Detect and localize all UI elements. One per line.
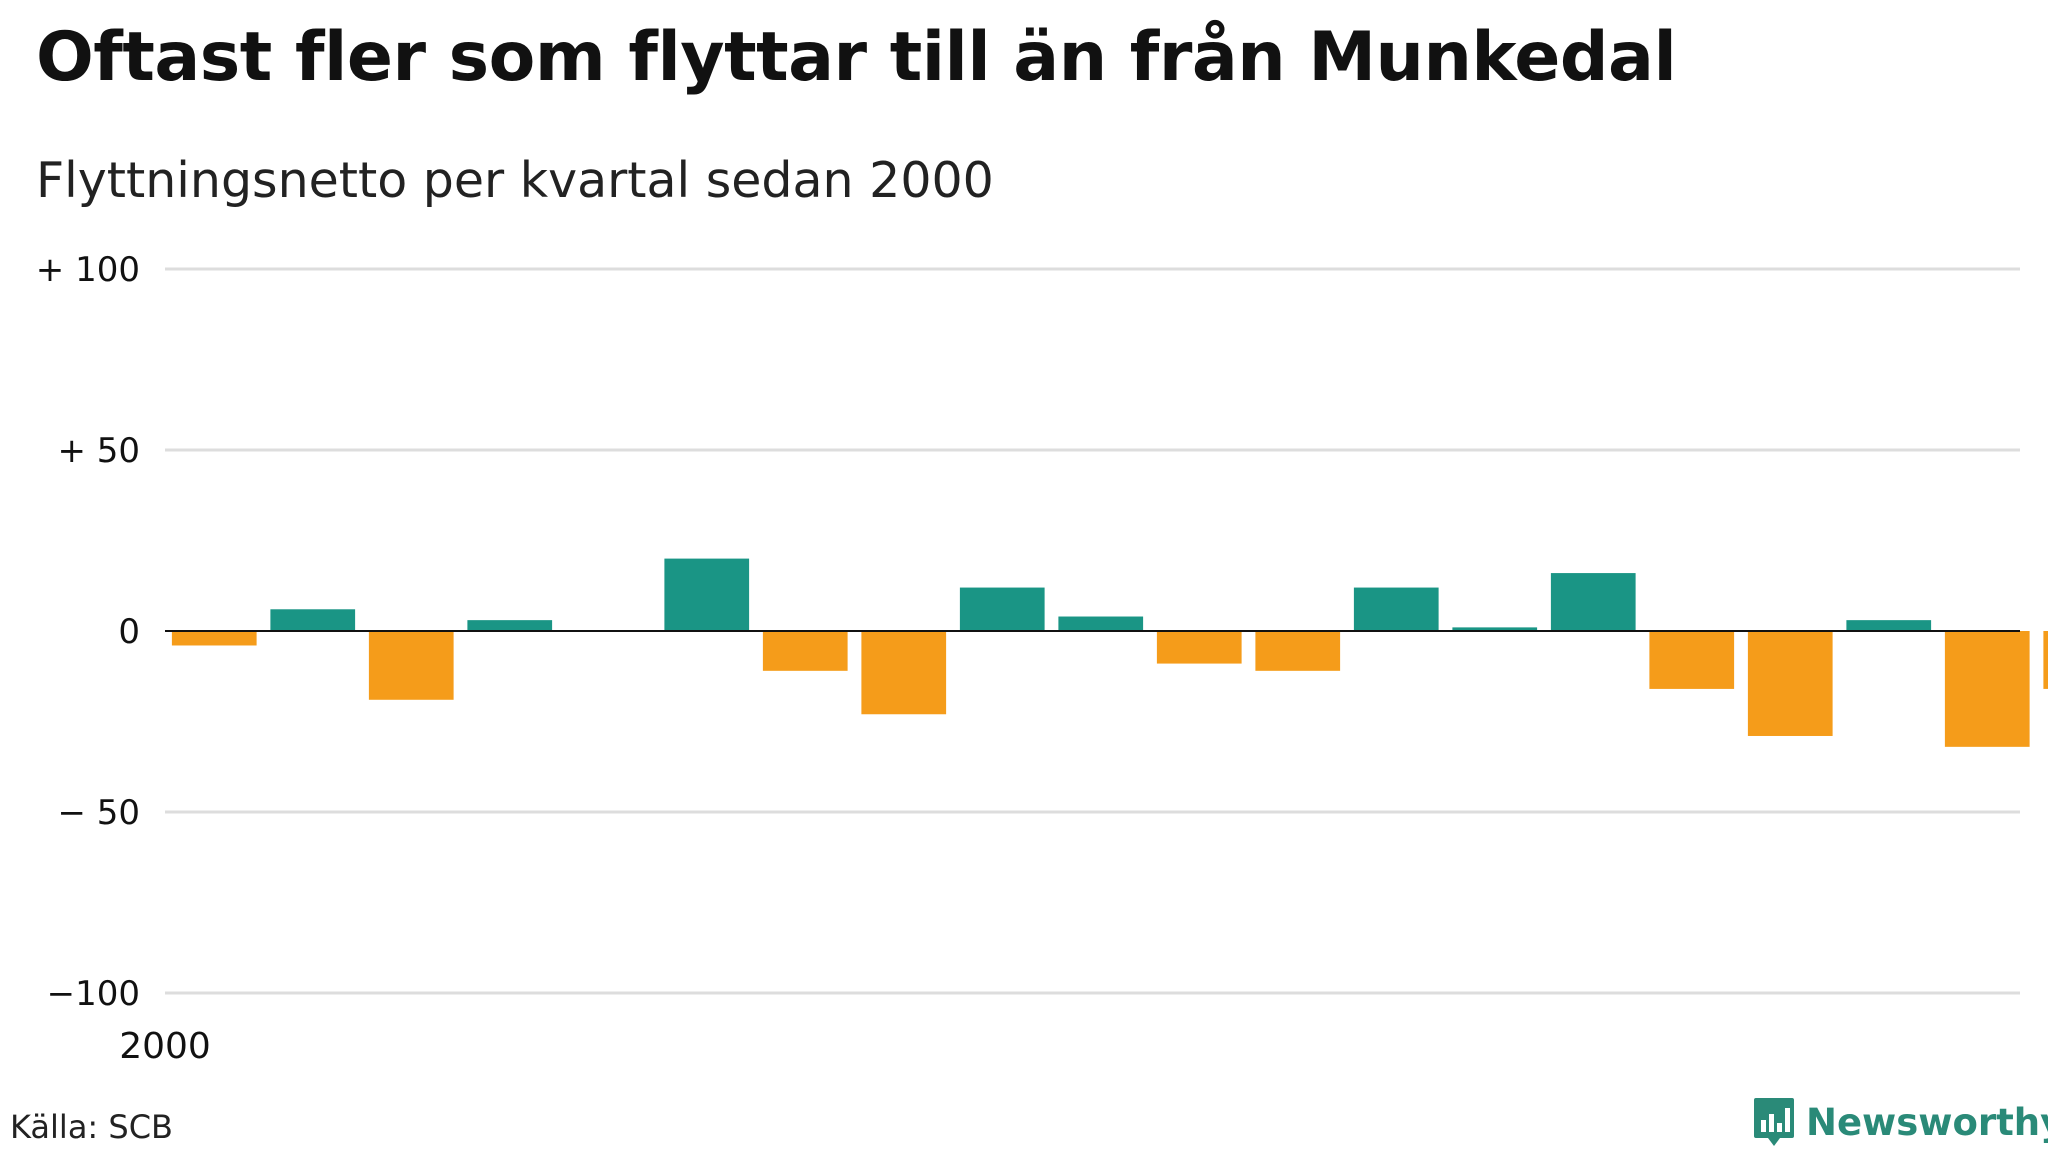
x-tick-label: 2000 (119, 1026, 211, 1067)
y-tick-label: 0 (118, 612, 140, 652)
bar (664, 558, 750, 631)
bar (467, 620, 553, 631)
chart-title: Oftast fler som flyttar till än från Mun… (36, 18, 1677, 97)
bar (1846, 620, 1932, 631)
bar (1058, 616, 1144, 631)
y-tick-label: + 100 (36, 250, 140, 290)
newsworthy-logo-icon (1754, 1098, 1794, 1146)
brand-logo: Newsworthy (1752, 1096, 2048, 1148)
source-note: Källa: SCB (10, 1108, 173, 1146)
bar (270, 609, 356, 631)
y-axis-labels: + 100 + 50 0 − 50 −100 (36, 250, 140, 1014)
y-tick-label: −100 (47, 974, 140, 1014)
bar (762, 631, 848, 671)
bar (1156, 631, 1242, 664)
bar (1747, 631, 1833, 736)
bar (171, 631, 257, 646)
bar (959, 587, 1045, 631)
brand-name: Newsworthy (1806, 1100, 2048, 1144)
y-tick-label: + 50 (57, 431, 140, 471)
y-tick-label: − 50 (57, 793, 140, 833)
bar (1649, 631, 1735, 689)
chart-subtitle: Flyttningsnetto per kvartal sedan 2000 (36, 152, 994, 209)
bar (2043, 631, 2048, 689)
bar (861, 631, 947, 715)
bar-chart: + 100 + 50 0 − 50 −100 20002005201020152020 (36, 250, 2048, 1067)
bar (1255, 631, 1341, 671)
bars (171, 558, 2048, 747)
bar (1452, 627, 1538, 631)
bar (1353, 587, 1439, 631)
grid-lines (165, 267, 2020, 995)
bar (1550, 573, 1636, 631)
x-axis-labels: 20002005201020152020 (119, 1026, 211, 1067)
bar (368, 631, 454, 700)
bar (1944, 631, 2030, 747)
